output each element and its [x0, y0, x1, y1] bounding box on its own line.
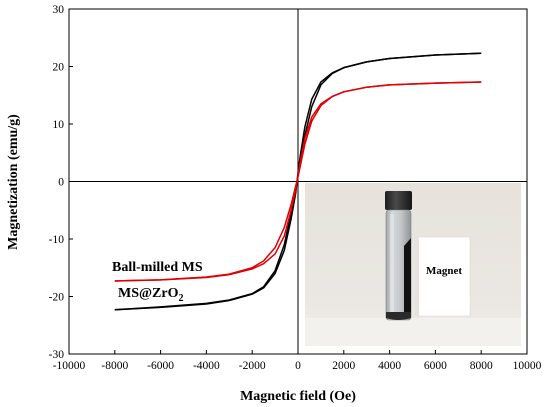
inset-photo: Magnet [305, 183, 521, 346]
y-tick-label: -10 [49, 234, 65, 246]
annotation-ms-zro2-subscript: 2 [178, 293, 183, 304]
x-tick-label: -10000 [53, 360, 86, 372]
vial-cap [385, 191, 412, 210]
annotation-ball-milled-ms: Ball-milled MS [112, 260, 203, 275]
vial-bottom-shadow [386, 312, 411, 320]
y-axis-ticks: -30 -20 -10 0 10 20 30 [49, 4, 73, 361]
x-tick-label: 10000 [513, 360, 542, 372]
x-axis-title: Magnetic field (Oe) [240, 389, 356, 404]
y-tick-label: 0 [58, 177, 64, 189]
x-axis-ticks: -10000 -8000 -6000 -4000 -2000 0 2000 4000 6000 8… [53, 350, 542, 372]
x-tick-label: -8000 [101, 360, 128, 372]
magnetic-powder [404, 238, 411, 318]
y-tick-label: 30 [53, 4, 65, 16]
inset-table [305, 318, 521, 346]
y-tick-label: 10 [53, 119, 65, 131]
magnet-block-side [415, 240, 419, 316]
x-tick-label: 2000 [332, 360, 355, 372]
x-tick-label: 6000 [424, 360, 447, 372]
y-axis-title: Magnetization (emu/g) [6, 114, 21, 250]
x-tick-label: 0 [295, 360, 301, 372]
series-layer [114, 52, 482, 311]
x-tick-label: -6000 [147, 360, 174, 372]
y-tick-label: -20 [49, 292, 65, 304]
series-line-ball-milled-ms-branch-down [114, 81, 482, 282]
x-tick-label: -2000 [239, 360, 266, 372]
magnet-label: Magnet [426, 265, 462, 277]
y-tick-label: 20 [53, 62, 65, 74]
x-tick-label: 8000 [470, 360, 493, 372]
annotation-ms-zro2-main: MS@ZrO [118, 286, 179, 301]
x-tick-label: 4000 [378, 360, 401, 372]
y-tick-label: -30 [49, 349, 65, 361]
x-tick-label: -4000 [193, 360, 220, 372]
annotation-ms-zro2: MS@ZrO2 [118, 286, 183, 304]
vial-liquid-highlight [390, 214, 394, 314]
